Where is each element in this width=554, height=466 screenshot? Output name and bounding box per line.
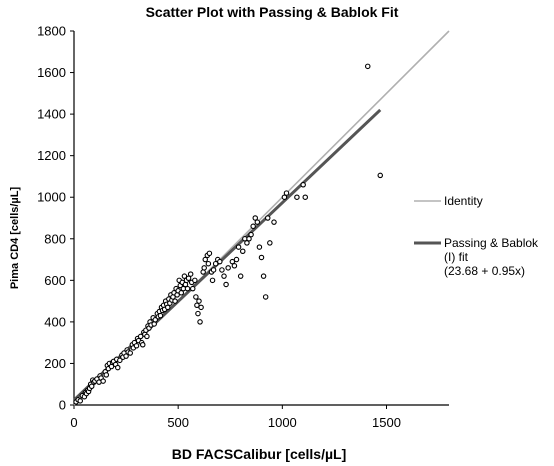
x-tick-label: 500 xyxy=(167,415,189,430)
y-tick-label: 1600 xyxy=(37,65,66,80)
data-point xyxy=(196,298,202,304)
data-point xyxy=(229,258,236,265)
data-point xyxy=(115,364,121,371)
data-point xyxy=(197,319,203,325)
data-point xyxy=(235,244,242,250)
y-tick-label: 1400 xyxy=(37,107,66,122)
data-point xyxy=(271,219,277,225)
data-point xyxy=(252,215,259,221)
data-point xyxy=(244,240,250,246)
data-point xyxy=(100,378,106,384)
data-point xyxy=(212,260,219,267)
data-point xyxy=(184,285,191,292)
data-point xyxy=(172,298,178,304)
data-point xyxy=(237,273,244,279)
data-point xyxy=(88,383,95,390)
data-point xyxy=(190,285,196,292)
data-point xyxy=(250,223,256,230)
plot-area: 0 200 400 600 800 1000 1200 1400 1600 1800 0 500 100… xyxy=(37,24,450,430)
data-point xyxy=(123,353,129,359)
data-point xyxy=(201,265,207,271)
legend: Identity Passing & Bablok (I) fit (23.68 + … xyxy=(414,194,539,278)
data-point xyxy=(281,194,288,200)
chart-title: Scatter Plot with Passing & Bablok Fit xyxy=(146,4,399,20)
data-point xyxy=(198,304,204,311)
data-point xyxy=(117,357,123,364)
data-point xyxy=(254,219,261,225)
data-point xyxy=(133,343,140,349)
data-point xyxy=(202,256,209,263)
data-point xyxy=(219,267,225,273)
data-point xyxy=(210,267,217,273)
data-point xyxy=(283,190,290,196)
data-point xyxy=(264,215,271,221)
data-point xyxy=(103,372,110,378)
data-point xyxy=(144,333,150,340)
y-tick-label: 1200 xyxy=(37,148,66,163)
data-point xyxy=(233,256,240,263)
data-point xyxy=(231,263,238,269)
legend-label-identity: Identity xyxy=(444,194,483,208)
identity-line xyxy=(73,30,450,406)
y-tick-label: 600 xyxy=(44,273,66,288)
data-point xyxy=(165,304,171,311)
data-point xyxy=(258,254,265,261)
y-axis-label: Pima CD4 [cells/µL] xyxy=(9,187,21,290)
data-point xyxy=(127,350,134,356)
data-point xyxy=(246,236,252,242)
data-point xyxy=(262,294,269,300)
y-tick-label: 1800 xyxy=(37,24,66,39)
y-tick-label: 0 xyxy=(59,398,66,413)
data-point xyxy=(240,248,246,254)
y-tick-label: 400 xyxy=(44,314,66,329)
data-point xyxy=(140,341,146,348)
data-point xyxy=(193,294,199,300)
data-point xyxy=(294,194,300,200)
x-tick-label: 0 xyxy=(70,415,77,430)
data-point xyxy=(225,265,231,271)
data-point xyxy=(206,250,213,257)
legend-label-passing-bablok: Passing & Bablok (I) fit (23.68 + 0.95x) xyxy=(444,236,539,278)
data-point xyxy=(205,260,212,267)
data-point xyxy=(187,271,194,277)
data-point xyxy=(209,277,216,284)
x-axis-label: BD FACSCalibur [cells/µL] xyxy=(172,446,347,462)
data-point xyxy=(377,172,383,179)
data-point xyxy=(181,273,188,279)
data-point xyxy=(302,194,308,200)
data-point xyxy=(300,182,306,188)
y-tick-label: 1000 xyxy=(37,190,66,205)
data-point xyxy=(185,275,192,282)
data-point xyxy=(77,398,84,404)
data-point xyxy=(248,231,254,238)
y-tick-label: 200 xyxy=(44,356,66,371)
data-point xyxy=(223,281,229,288)
data-point xyxy=(221,273,227,279)
data-point xyxy=(152,317,159,323)
data-point xyxy=(137,333,144,340)
data-point xyxy=(267,240,273,246)
data-point xyxy=(178,290,185,296)
data-point xyxy=(192,277,198,284)
data-point xyxy=(364,63,371,70)
x-tick-label: 1500 xyxy=(372,415,401,430)
y-tick-label: 800 xyxy=(44,231,66,246)
data-point xyxy=(195,310,201,317)
data-point xyxy=(260,273,267,279)
x-tick-label: 1000 xyxy=(268,415,297,430)
data-point xyxy=(194,302,200,309)
data-point xyxy=(217,258,223,265)
data-point xyxy=(256,244,263,250)
data-point xyxy=(157,312,164,319)
